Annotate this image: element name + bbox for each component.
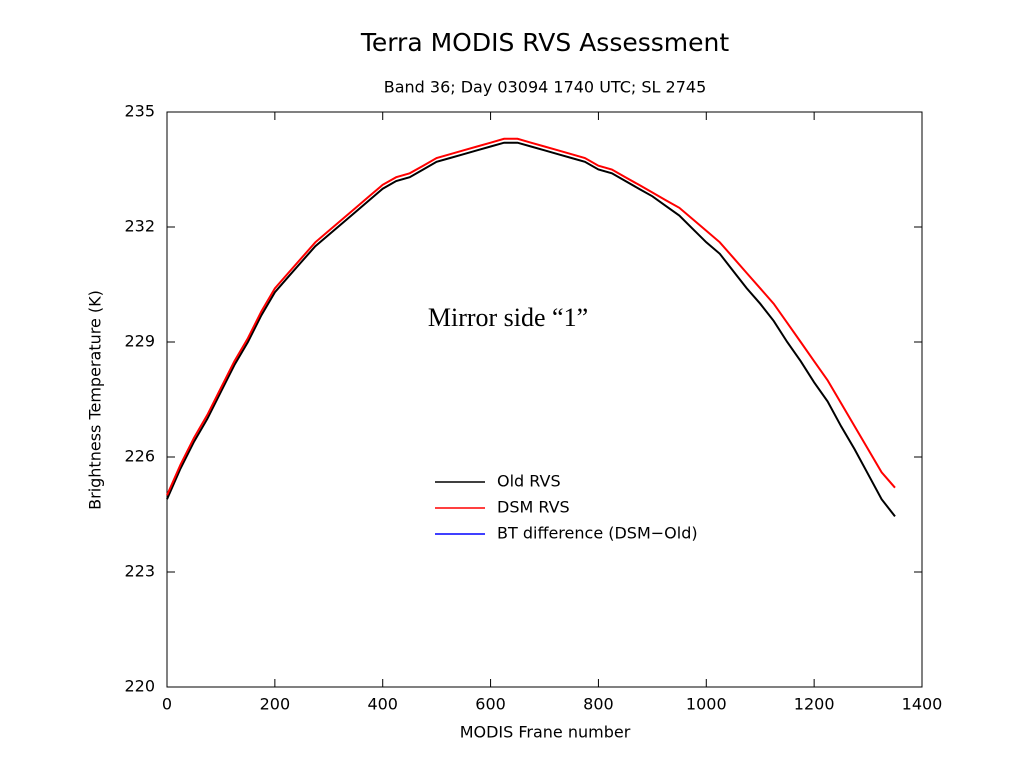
legend-label: Old RVS: [497, 472, 561, 491]
x-tick-label: 1200: [794, 695, 835, 714]
y-tick-label: 220: [124, 677, 155, 696]
chart-subtitle: Band 36; Day 03094 1740 UTC; SL 2745: [384, 78, 707, 97]
legend-label: BT difference (DSM−Old): [497, 524, 698, 543]
y-tick-label: 235: [124, 102, 155, 121]
data-line: [166, 137, 896, 496]
x-tick-label: 1000: [686, 695, 727, 714]
y-tick-label: 226: [124, 447, 155, 466]
x-tick-label: 0: [162, 695, 172, 714]
y-tick-label: 232: [124, 217, 155, 236]
annotation: Mirror side “1”: [428, 303, 588, 332]
plot-frame: [166, 111, 923, 688]
chart-title: Terra MODIS RVS Assessment: [360, 28, 730, 57]
y-tick-label: 229: [124, 332, 155, 351]
x-tick-label: 600: [475, 695, 506, 714]
legend-label: DSM RVS: [497, 498, 570, 517]
x-axis-label: MODIS Frane number: [460, 723, 631, 742]
x-tick-label: 1400: [902, 695, 943, 714]
x-tick-label: 400: [367, 695, 398, 714]
data-line: [166, 141, 896, 518]
x-tick-label: 200: [260, 695, 291, 714]
x-tick-label: 800: [583, 695, 614, 714]
y-tick-label: 223: [124, 562, 155, 581]
y-axis-label: Brightness Temperature (K): [86, 290, 105, 510]
